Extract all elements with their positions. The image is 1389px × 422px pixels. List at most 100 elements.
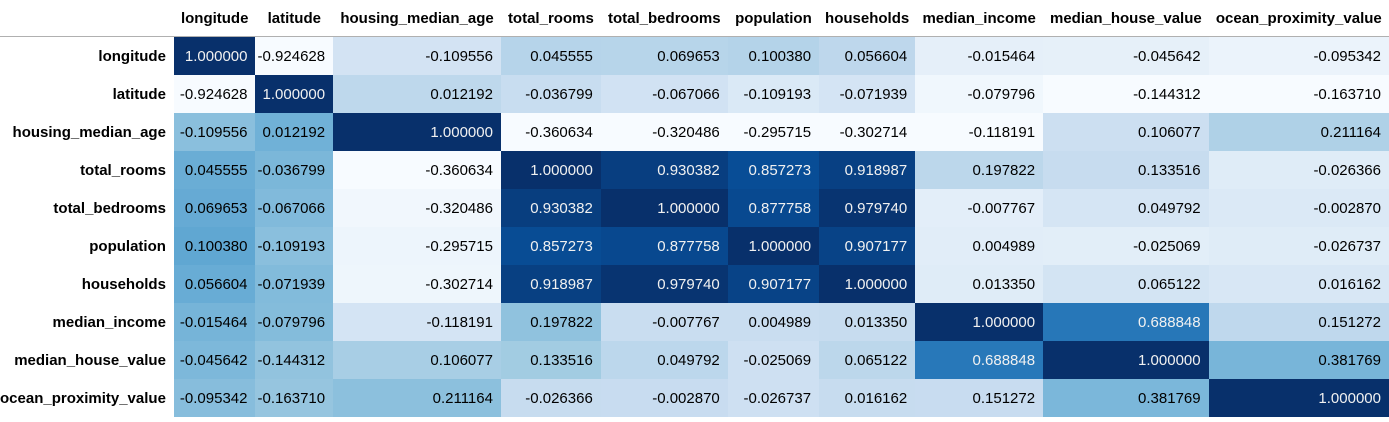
correlation-cell: 1.000000	[1043, 341, 1209, 379]
correlation-cell: -0.025069	[727, 341, 820, 379]
correlation-cell: -0.079796	[255, 303, 334, 341]
correlation-cell: 0.056604	[173, 265, 256, 303]
correlation-cell: -0.015464	[173, 303, 256, 341]
correlation-cell: 0.069653	[173, 189, 256, 227]
correlation-cell: 0.012192	[255, 113, 334, 151]
correlation-cell: 0.004989	[915, 227, 1044, 265]
correlation-cell: 0.918987	[819, 151, 916, 189]
column-header-longitude: longitude	[173, 0, 256, 37]
table-row: households 0.056604 -0.071939 -0.302714 0.91…	[0, 265, 1389, 303]
correlation-cell: -0.036799	[500, 75, 601, 113]
correlation-cell: -0.007767	[600, 303, 728, 341]
correlation-cell: -0.025069	[1043, 227, 1209, 265]
correlation-cell: 0.197822	[915, 151, 1044, 189]
correlation-cell: 0.211164	[1208, 113, 1389, 151]
row-header: total_rooms	[0, 151, 174, 189]
correlation-cell: 0.065122	[1043, 265, 1209, 303]
correlation-cell: 0.012192	[333, 75, 501, 113]
column-header-row: longitude latitude housing_median_age total…	[0, 0, 1389, 37]
row-header: housing_median_age	[0, 113, 174, 151]
correlation-cell: -0.026737	[1208, 227, 1389, 265]
correlation-cell: 1.000000	[600, 189, 728, 227]
column-header-latitude: latitude	[255, 0, 334, 37]
table-body: longitude 1.000000 -0.924628 -0.109556 0.045…	[0, 36, 1389, 417]
corner-cell	[0, 0, 174, 37]
column-header-total-rooms: total_rooms	[500, 0, 601, 37]
column-header-median-income: median_income	[915, 0, 1044, 37]
correlation-cell: -0.067066	[600, 75, 728, 113]
row-header-label: total_bedrooms	[53, 199, 166, 217]
correlation-cell: 0.381769	[1208, 341, 1389, 379]
correlation-cell: -0.144312	[255, 341, 334, 379]
correlation-cell: -0.026366	[500, 379, 601, 417]
correlation-cell: 0.049792	[600, 341, 728, 379]
correlation-cell: -0.002870	[600, 379, 728, 417]
correlation-cell: 0.688848	[915, 341, 1044, 379]
correlation-cell: -0.079796	[915, 75, 1044, 113]
row-header-label: median_income	[52, 313, 166, 331]
correlation-cell: -0.320486	[333, 189, 501, 227]
correlation-cell: -0.109193	[255, 227, 334, 265]
correlation-cell: 0.056604	[819, 36, 916, 75]
correlation-cell: -0.302714	[819, 113, 916, 151]
correlation-cell: 0.907177	[727, 265, 820, 303]
row-header: total_bedrooms	[0, 189, 174, 227]
column-header-housing-median-age: housing_median_age	[333, 0, 501, 37]
correlation-cell: 0.016162	[1208, 265, 1389, 303]
correlation-cell: 1.000000	[1208, 379, 1389, 417]
correlation-cell: 0.013350	[819, 303, 916, 341]
correlation-cell: 0.930382	[600, 151, 728, 189]
correlation-cell: -0.095342	[1208, 36, 1389, 75]
row-header-label: households	[81, 275, 166, 293]
correlation-cell: -0.118191	[915, 113, 1044, 151]
row-header-label: longitude	[98, 47, 166, 65]
correlation-cell: 0.065122	[819, 341, 916, 379]
table-row: ocean_proximity_value -0.095342 -0.163710 0…	[0, 379, 1389, 417]
correlation-cell: -0.026366	[1208, 151, 1389, 189]
correlation-cell: -0.095342	[173, 379, 256, 417]
correlation-cell: 1.000000	[500, 151, 601, 189]
correlation-cell: 0.100380	[173, 227, 256, 265]
row-header-label: ocean_proximity_value	[0, 389, 166, 407]
correlation-cell: 1.000000	[255, 75, 334, 113]
column-header-median-house-value: median_house_value	[1043, 0, 1209, 37]
correlation-cell: -0.924628	[173, 75, 256, 113]
correlation-cell: -0.045642	[173, 341, 256, 379]
table-row: population 0.100380 -0.109193 -0.295715 0.85…	[0, 227, 1389, 265]
correlation-cell: 1.000000	[173, 36, 256, 75]
correlation-cell: 1.000000	[727, 227, 820, 265]
correlation-cell: 0.106077	[1043, 113, 1209, 151]
row-header: population	[0, 227, 174, 265]
column-header-population: population	[727, 0, 820, 37]
correlation-cell: -0.002870	[1208, 189, 1389, 227]
correlation-cell: -0.067066	[255, 189, 334, 227]
correlation-cell: -0.109556	[333, 36, 501, 75]
correlation-cell: 1.000000	[819, 265, 916, 303]
table-row: median_house_value -0.045642 -0.144312 0.10…	[0, 341, 1389, 379]
correlation-cell: 0.907177	[819, 227, 916, 265]
correlation-cell: -0.924628	[255, 36, 334, 75]
table-row: total_bedrooms 0.069653 -0.067066 -0.320486…	[0, 189, 1389, 227]
correlation-cell: 0.688848	[1043, 303, 1209, 341]
correlation-cell: -0.163710	[255, 379, 334, 417]
correlation-cell: 0.877758	[600, 227, 728, 265]
correlation-cell: -0.360634	[333, 151, 501, 189]
table-row: median_income -0.015464 -0.079796 -0.118191…	[0, 303, 1389, 341]
correlation-cell: -0.071939	[255, 265, 334, 303]
row-header: households	[0, 265, 174, 303]
correlation-cell: 0.979740	[600, 265, 728, 303]
correlation-cell: 0.918987	[500, 265, 601, 303]
row-header-label: total_rooms	[80, 161, 166, 179]
correlation-cell: -0.320486	[600, 113, 728, 151]
correlation-cell: 0.197822	[500, 303, 601, 341]
row-header-label: housing_median_age	[12, 123, 166, 141]
correlation-cell: -0.295715	[727, 113, 820, 151]
correlation-cell: 0.013350	[915, 265, 1044, 303]
row-header-label: median_house_value	[14, 351, 166, 369]
correlation-cell: 0.857273	[500, 227, 601, 265]
correlation-cell: -0.026737	[727, 379, 820, 417]
correlation-cell: -0.071939	[819, 75, 916, 113]
correlation-cell: 0.049792	[1043, 189, 1209, 227]
row-header: ocean_proximity_value	[0, 379, 174, 417]
